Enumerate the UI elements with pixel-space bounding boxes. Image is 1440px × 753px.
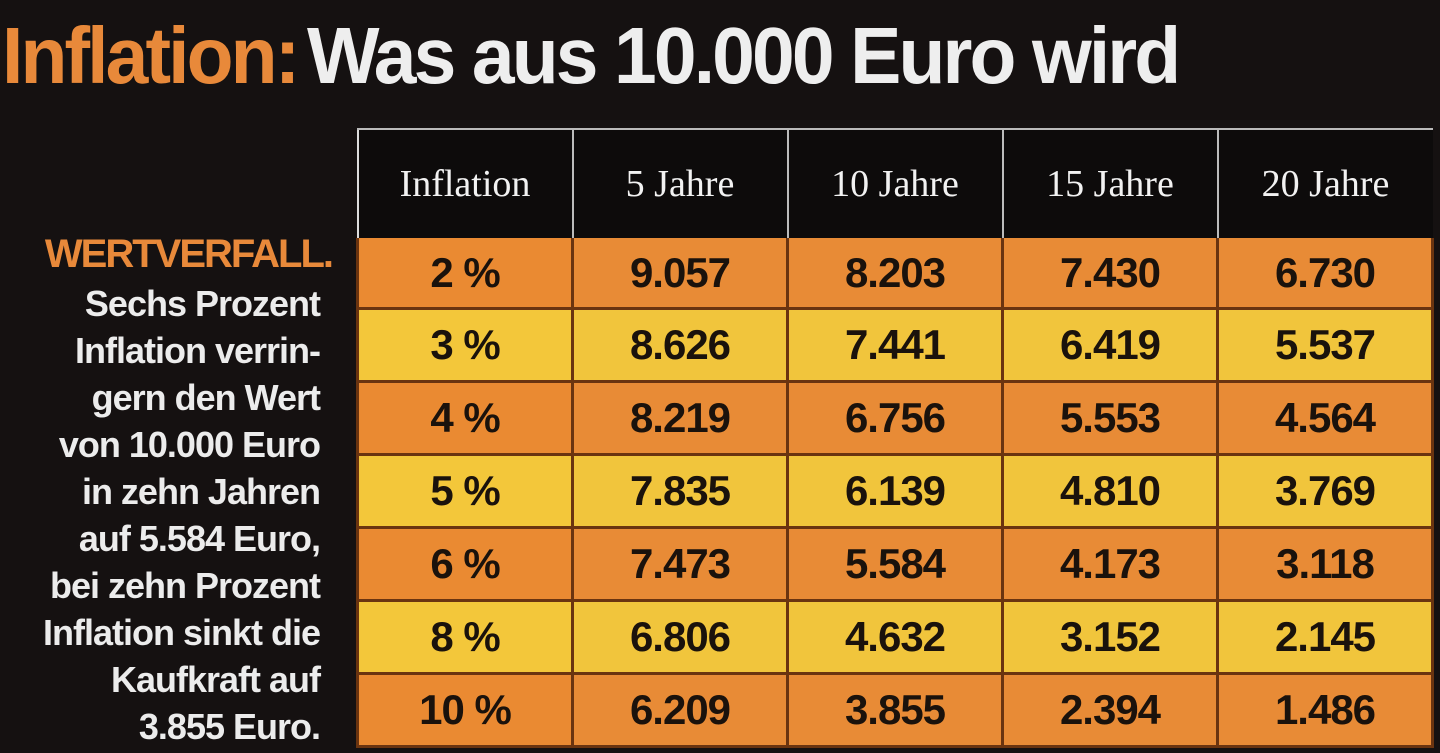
table-row: 10 % 6.209 3.855 2.394 1.486 xyxy=(356,673,1434,749)
sidebar-line: auf 5.584 Euro, xyxy=(78,518,321,559)
value-cell: 3.118 xyxy=(1217,527,1434,603)
rate-cell: 4 % xyxy=(356,381,574,457)
value-cell: 5.537 xyxy=(1217,308,1434,384)
sidebar-line: bei zehn Prozent xyxy=(49,565,321,606)
sidebar-line: Inflation sinkt die xyxy=(42,612,321,653)
value-cell: 6.419 xyxy=(1002,308,1219,384)
table-row: 8 % 6.806 4.632 3.152 2.145 xyxy=(356,600,1434,675)
table-row: 2 % 9.057 8.203 7.430 6.730 xyxy=(356,238,1434,311)
value-cell: 9.057 xyxy=(572,238,789,311)
value-cell: 1.486 xyxy=(1217,673,1434,749)
value-cell: 6.756 xyxy=(787,381,1004,457)
sidebar-line: in zehn Jahren xyxy=(81,471,321,512)
table-row: 4 % 8.219 6.756 5.553 4.564 xyxy=(356,381,1434,457)
sidebar-line: von 10.000 Euro xyxy=(58,424,321,465)
page-title: Inflation: Was aus 10.000 Euro wird xyxy=(2,6,1181,116)
header-15-jahre: 15 Jahre xyxy=(1001,128,1218,238)
header-10-jahre: 10 Jahre xyxy=(786,128,1003,238)
rate-cell: 2 % xyxy=(356,238,574,311)
value-cell: 8.219 xyxy=(572,381,789,457)
value-cell: 3.769 xyxy=(1217,454,1434,530)
rate-cell: 6 % xyxy=(356,527,574,603)
value-cell: 3.855 xyxy=(787,673,1004,749)
rate-cell: 10 % xyxy=(356,673,574,749)
value-cell: 6.139 xyxy=(787,454,1004,530)
rate-cell: 5 % xyxy=(356,454,574,530)
value-cell: 4.564 xyxy=(1217,381,1434,457)
value-cell: 6.209 xyxy=(572,673,789,749)
value-cell: 6.806 xyxy=(572,600,789,675)
value-cell: 8.626 xyxy=(572,308,789,384)
value-cell: 3.152 xyxy=(1002,600,1219,675)
value-cell: 6.730 xyxy=(1217,238,1434,311)
title-accent: Inflation: xyxy=(2,11,300,100)
sidebar-heading: WERTVERFALL. xyxy=(44,232,334,276)
value-cell: 7.430 xyxy=(1002,238,1219,311)
table-header-row: Inflation 5 Jahre 10 Jahre 15 Jahre 20 J… xyxy=(356,128,1433,238)
sidebar-text: Sechs Prozent Inflation verrin- gern den… xyxy=(0,280,321,750)
sidebar-line: Kaufkraft auf xyxy=(110,659,321,700)
sidebar-line: Sechs Prozent xyxy=(84,283,321,324)
sidebar-line: Inflation verrin- xyxy=(74,330,321,371)
value-cell: 5.584 xyxy=(787,527,1004,603)
sidebar-line: gern den Wert xyxy=(91,377,321,418)
table-row: 5 % 7.835 6.139 4.810 3.769 xyxy=(356,454,1434,530)
value-cell: 4.173 xyxy=(1002,527,1219,603)
sidebar-note: WERTVERFALL. Sechs Prozent Inflation ver… xyxy=(0,228,336,750)
value-cell: 4.810 xyxy=(1002,454,1219,530)
value-cell: 4.632 xyxy=(787,600,1004,675)
inflation-table: Inflation 5 Jahre 10 Jahre 15 Jahre 20 J… xyxy=(356,128,1434,749)
title-main: Was aus 10.000 Euro wird xyxy=(306,11,1181,100)
sidebar-line: 3.855 Euro. xyxy=(138,706,321,747)
rate-cell: 3 % xyxy=(356,308,574,384)
rate-cell: 8 % xyxy=(356,600,574,675)
value-cell: 7.835 xyxy=(572,454,789,530)
inflation-table-container: Inflation 5 Jahre 10 Jahre 15 Jahre 20 J… xyxy=(356,128,1434,749)
value-cell: 8.203 xyxy=(787,238,1004,311)
value-cell: 2.145 xyxy=(1217,600,1434,675)
header-inflation: Inflation xyxy=(356,128,573,238)
value-cell: 7.441 xyxy=(787,308,1004,384)
value-cell: 7.473 xyxy=(572,527,789,603)
table-row: 6 % 7.473 5.584 4.173 3.118 xyxy=(356,527,1434,603)
table-row: 3 % 8.626 7.441 6.419 5.537 xyxy=(356,308,1434,384)
header-20-jahre: 20 Jahre xyxy=(1216,128,1433,238)
value-cell: 2.394 xyxy=(1002,673,1219,749)
value-cell: 5.553 xyxy=(1002,381,1219,457)
header-5-jahre: 5 Jahre xyxy=(571,128,788,238)
